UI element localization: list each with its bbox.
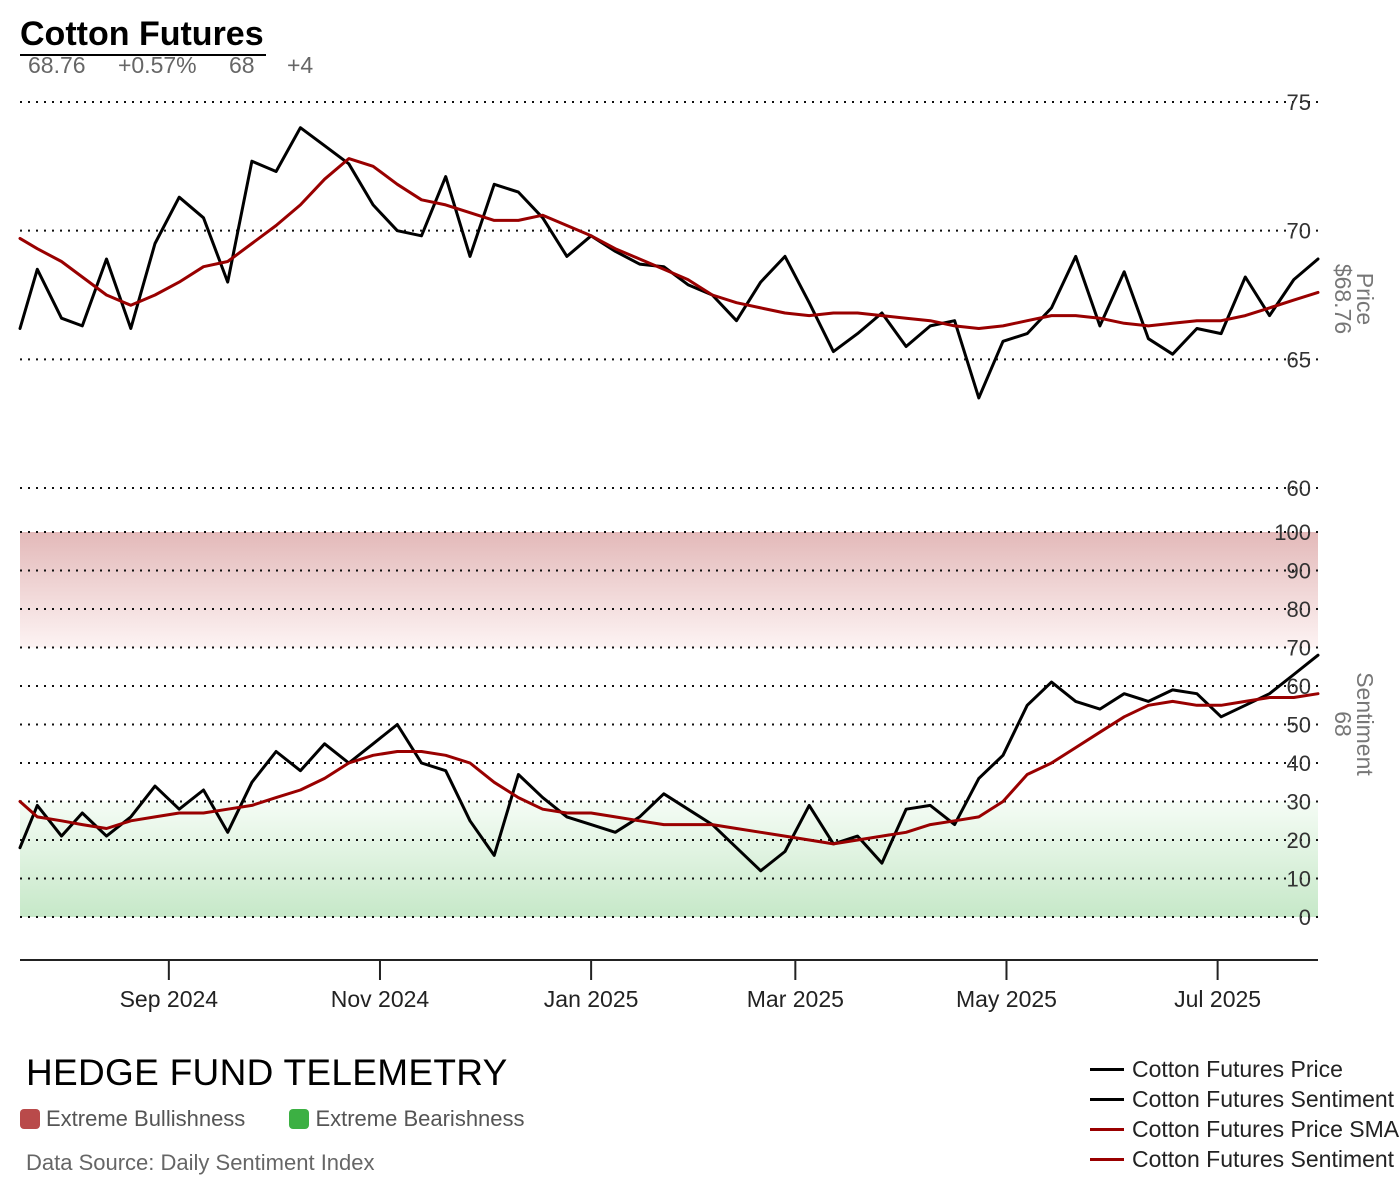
bull-swatch-icon [20, 1109, 40, 1129]
price-tick-label: 65 [1287, 347, 1311, 372]
legend-label: Cotton Futures Sentiment [1132, 1085, 1395, 1112]
legend-line-icon [1090, 1067, 1124, 1071]
legend-item-price-sma[interactable]: Cotton Futures Price SMA [1090, 1114, 1400, 1144]
sentiment-tick-label: 50 [1287, 713, 1311, 738]
x-tick-label: Mar 2025 [747, 986, 844, 1012]
zone-key-bull-label: Extreme Bullishness [46, 1106, 246, 1131]
legend-item-price[interactable]: Cotton Futures Price [1090, 1054, 1400, 1084]
extreme-bearish-zone [20, 801, 1318, 917]
x-tick-label: May 2025 [956, 986, 1057, 1012]
sentiment-tick-label: 20 [1287, 828, 1311, 853]
zone-key-bear: Extreme Bearishness [289, 1106, 525, 1132]
legend-label: Cotton Futures Price [1132, 1055, 1343, 1082]
stat-price-change: +0.57% [117, 52, 197, 78]
sentiment-tick-label: 70 [1287, 636, 1311, 661]
stat-sentiment-change: +4 [286, 52, 314, 78]
brand-name: HEDGE FUND TELEMETRY [26, 1052, 508, 1093]
header-stats: 68.76 +0.57% 68 +4 [28, 52, 339, 79]
x-tick-label: Jul 2025 [1174, 986, 1261, 1012]
legend-label: Cotton Futures Price SMA [1132, 1115, 1400, 1142]
sentiment-tick-label: 40 [1287, 751, 1311, 776]
sentiment-axis-value: 68 [1330, 711, 1356, 737]
sentiment-tick-label: 0 [1299, 905, 1311, 930]
zone-key: Extreme Bullishness Extreme Bearishness [20, 1106, 563, 1135]
sentiment-sma-line [18, 692, 1320, 846]
legend-label: Cotton Futures Sentiment SMA [1132, 1145, 1400, 1172]
legend-line-icon [1090, 1097, 1124, 1101]
price-tick-label: 70 [1287, 219, 1311, 244]
sentiment-tick-label: 10 [1287, 867, 1311, 892]
sentiment-tick-label: 100 [1274, 520, 1311, 545]
sentiment-tick-label: 90 [1287, 559, 1311, 584]
x-tick-label: Jan 2025 [544, 986, 639, 1012]
price-sma-line [18, 157, 1320, 330]
zone-key-bull: Extreme Bullishness [20, 1106, 245, 1132]
x-tick-label: Sep 2024 [120, 986, 219, 1012]
chart-title: Cotton Futures [20, 14, 266, 56]
stat-price: 68.76 [28, 52, 86, 78]
legend-line-icon [1090, 1127, 1124, 1131]
zone-key-bear-label: Extreme Bearishness [315, 1106, 525, 1131]
x-tick-label: Nov 2024 [331, 986, 430, 1012]
data-source: Data Source: Daily Sentiment Index [26, 1150, 375, 1175]
sentiment-tick-label: 80 [1287, 597, 1311, 622]
sentiment-axis-title: Sentiment 68 [1330, 654, 1378, 794]
legend-line-icon [1090, 1157, 1124, 1161]
legend: Cotton Futures Price Cotton Futures Sent… [1090, 1054, 1400, 1174]
price-tick-label: 75 [1287, 90, 1311, 115]
stat-sentiment: 68 [229, 52, 255, 78]
price-axis-title: Price $68.76 [1330, 239, 1378, 359]
sentiment-tick-label: 60 [1287, 674, 1311, 699]
price-axis-value: $68.76 [1330, 263, 1356, 335]
price-axis-label: Price [1352, 272, 1378, 326]
bear-swatch-icon [289, 1109, 310, 1129]
extreme-bullish-zone [20, 532, 1318, 648]
sentiment-axis-label: Sentiment [1352, 672, 1378, 776]
legend-item-sentiment-sma[interactable]: Cotton Futures Sentiment SMA [1090, 1144, 1400, 1174]
sentiment-tick-label: 30 [1287, 790, 1311, 815]
legend-item-sentiment[interactable]: Cotton Futures Sentiment [1090, 1084, 1400, 1114]
price-line [18, 126, 1320, 400]
price-tick-label: 60 [1287, 476, 1311, 501]
sentiment-line [18, 653, 1320, 873]
